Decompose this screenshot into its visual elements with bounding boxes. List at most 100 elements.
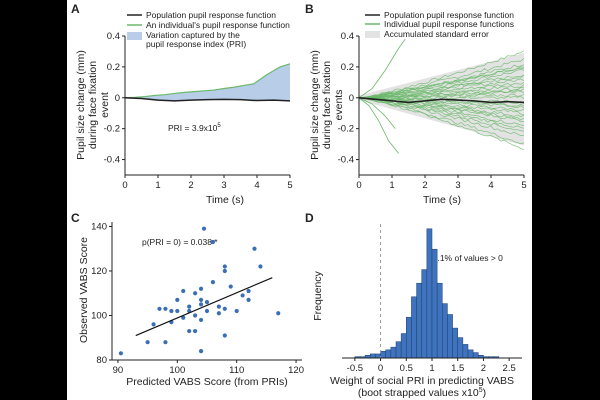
x-axis-label-d: Weight of social PRI in predicting VABS [330, 375, 514, 387]
x-axis-label-c: Predicted VABS Score (from PRIs) [126, 376, 287, 388]
histogram-bar [395, 341, 402, 359]
histogram-bar [406, 316, 412, 359]
scatter-point [151, 322, 156, 327]
individual-trace-short [358, 97, 399, 154]
individual-trace [358, 88, 525, 99]
scatter-point [198, 348, 204, 354]
regression-line [135, 277, 273, 337]
scatter-point [252, 246, 257, 251]
scatter-point [175, 297, 180, 303]
scatter-point [258, 264, 263, 269]
scatter-point [193, 313, 198, 318]
x-axis-label-b: Time (s) [423, 194, 461, 206]
y-tick-label-b: 0 [349, 93, 354, 104]
scatter-point [163, 306, 168, 311]
histogram-bar [400, 333, 407, 359]
scatter-point [198, 286, 204, 291]
x-tick-label-a: 5 [287, 180, 292, 191]
x-tick-label-a: 4 [254, 180, 259, 191]
individual-trace [358, 97, 525, 150]
histogram-bar [442, 303, 448, 359]
p-value-annotation: p(PRI = 0) = 0.038 * [142, 237, 218, 247]
figure-canvas: A Population pupil response function An … [67, 0, 532, 400]
legend-a-swatch-variation [127, 32, 142, 40]
x-axis-label-d-line2: (boot strapped values x105) [358, 387, 486, 399]
y-tick-label-c: 80 [96, 355, 107, 366]
y-tick-label-c: 140 [91, 221, 107, 232]
scatter-point [169, 308, 174, 314]
scatter-point [181, 288, 186, 294]
x-tick-label-d: -0.5 [347, 363, 363, 374]
scatter-point [157, 306, 162, 311]
histogram-bar [421, 269, 428, 359]
scatter-point [198, 317, 204, 323]
scatter-point [198, 297, 204, 303]
scatter-point [204, 308, 210, 314]
individual-trace [358, 58, 525, 99]
panel-label-a: A [71, 2, 80, 16]
x-tick-label-c: 100 [169, 365, 185, 376]
histogram-bar [467, 349, 474, 359]
histogram-bar [411, 296, 417, 359]
x-tick-label-b: 1 [389, 180, 394, 191]
panel-label-b: B [305, 2, 314, 16]
x-tick-label-d: 2.5 [503, 363, 516, 374]
figure-svg: A Population pupil response function An … [71, 2, 527, 399]
scatter-point [234, 308, 239, 314]
x-tick-label-b: 3 [455, 180, 460, 191]
individual-trace [358, 97, 525, 121]
x-tick-label-a: 0 [122, 180, 127, 191]
legend-b-stderr: Accumulated standard error [384, 29, 489, 39]
scatter-point [145, 340, 150, 345]
scatter-point [198, 302, 204, 307]
panel-label-d: D [305, 211, 314, 225]
x-tick-label-b: 0 [356, 180, 361, 191]
x-tick-label-c: 110 [229, 365, 244, 376]
legend-b-individual: Individual pupil response functions [384, 19, 514, 29]
scatter-point [201, 226, 207, 231]
y-tick-label-b: 0.4 [341, 31, 354, 42]
y-axis-label-a: Pupil size change (mm)during face fixati… [75, 50, 111, 160]
histogram-bar [416, 282, 422, 359]
scatter-point [240, 293, 245, 298]
individual-response-line [124, 63, 291, 99]
x-tick-label-b: 2 [422, 180, 427, 191]
individual-trace [358, 86, 525, 99]
scatter-point [246, 288, 251, 294]
x-tick-label-a: 2 [188, 180, 193, 191]
x-tick-label-b: 5 [521, 180, 526, 191]
y-tick-label-c: 100 [91, 310, 107, 321]
individual-trace [358, 97, 525, 137]
individual-trace [358, 93, 525, 99]
scatter-point [187, 304, 192, 309]
individual-trace [358, 97, 525, 107]
x-tick-label-d: 0 [378, 363, 383, 374]
scatter-point [222, 333, 227, 338]
percent-annotation: 95.1% of values > 0 [428, 253, 503, 263]
histogram-bar [447, 314, 453, 359]
y-tick-label-c: 120 [91, 266, 107, 277]
scatter-point [175, 308, 180, 314]
x-tick-label-c: 90 [113, 365, 124, 376]
x-tick-label-c: 120 [288, 365, 304, 376]
individual-trace [358, 66, 525, 99]
x-tick-label-a: 3 [221, 180, 226, 191]
individual-trace-short [358, 38, 406, 99]
histogram-bar [370, 353, 376, 359]
pri-variation-area [125, 63, 290, 101]
scatter-point [163, 340, 168, 345]
panel-c: C p(PRI = 0) = 0.038 * Predicted VABS Sc… [71, 211, 304, 388]
x-axis-label-a: Time (s) [206, 194, 244, 206]
y-tick-label-b: -0.4 [338, 155, 354, 166]
legend-a-variation: Variation captured by the pupil response … [146, 30, 246, 49]
histogram-bar [426, 228, 433, 359]
population-response-line-b [358, 96, 525, 104]
y-axis-label-d: Frequency [312, 270, 324, 320]
legend-a-population: Population pupil response function [146, 10, 276, 20]
legend-b-population: Population pupil response function [384, 10, 514, 20]
histogram-bar [462, 344, 469, 359]
histogram-bar [457, 337, 464, 359]
scatter-point [193, 328, 198, 334]
scatter-point [187, 328, 192, 334]
individual-trace [358, 74, 525, 99]
